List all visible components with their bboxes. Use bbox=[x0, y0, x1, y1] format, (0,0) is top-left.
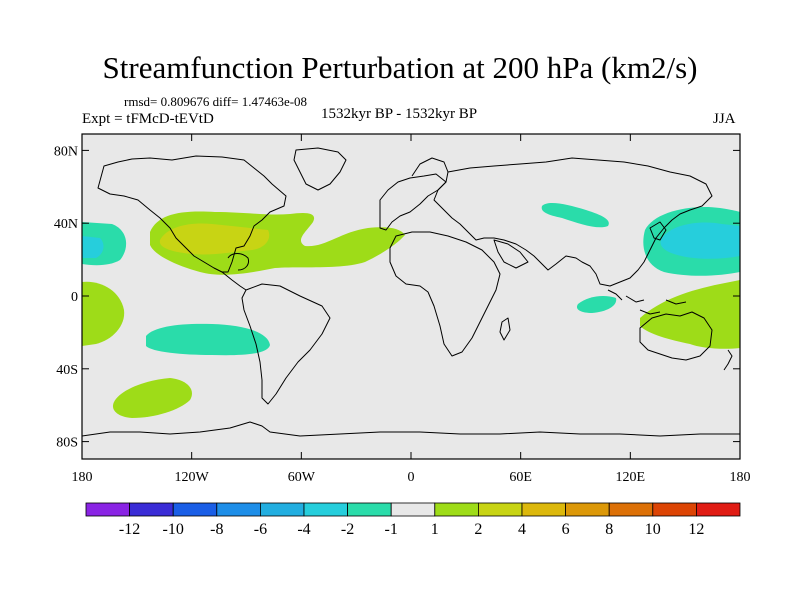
coastline-scandinavia bbox=[411, 157, 449, 177]
lat-tick-label: 40S bbox=[56, 363, 78, 378]
lon-tick-label: 60W bbox=[288, 470, 316, 485]
colorbar-label: -12 bbox=[119, 521, 140, 538]
experiment-label: Expt = tFMcD-tEVtD bbox=[82, 111, 214, 127]
colorbar-swatch bbox=[347, 502, 392, 517]
anomaly-fill-south-pacific-positive bbox=[112, 378, 192, 418]
anomaly-fill-australia-positive bbox=[640, 280, 740, 349]
coastline-africa bbox=[389, 231, 501, 357]
coastline-gulf-of-mexico bbox=[227, 253, 249, 271]
anomaly-fill-west-pacific-negative-core bbox=[660, 222, 740, 259]
lon-tick-label: 60E bbox=[509, 470, 532, 485]
colorbar-label: -6 bbox=[254, 521, 267, 538]
colorbar-swatch bbox=[129, 502, 174, 517]
colorbar-label: 12 bbox=[688, 521, 704, 538]
map-title: Streamfunction Perturbation at 200 hPa (… bbox=[102, 50, 698, 85]
colorbar-swatch bbox=[216, 502, 261, 517]
coastline-eurasia-north bbox=[433, 157, 713, 287]
colorbar-swatch bbox=[259, 502, 305, 517]
axis-ticks bbox=[81, 134, 741, 459]
lat-tick-label: 0 bbox=[71, 290, 78, 305]
colorbar-label: 8 bbox=[605, 521, 613, 538]
coastline-north-america bbox=[97, 155, 287, 273]
anomaly-fill-west-edge-tropical-positive bbox=[82, 281, 125, 346]
coastline-japan bbox=[649, 221, 667, 241]
lat-tick-label: 80S bbox=[56, 436, 78, 451]
colorbar-swatch bbox=[434, 502, 479, 517]
lon-tick-label: 180 bbox=[730, 470, 751, 485]
colorbar-label: -4 bbox=[297, 521, 310, 538]
colorbar-swatch bbox=[521, 502, 566, 517]
lon-tick-label: 180 bbox=[72, 470, 93, 485]
axis-labels: 80N 40N 0 40S 80S 180 120W 60W 0 60E 120E 180 bbox=[54, 144, 751, 485]
anomaly-fill-central-asia-negative bbox=[541, 203, 609, 228]
coastlines bbox=[82, 147, 740, 437]
colorbar-swatch bbox=[696, 502, 741, 517]
coastline-greenland bbox=[293, 147, 347, 191]
colorbar-swatch bbox=[608, 502, 654, 517]
colorbar-label: 2 bbox=[474, 521, 482, 538]
lat-tick-label: 80N bbox=[54, 144, 78, 159]
anomaly-fill-south-pacific-negative bbox=[146, 323, 270, 356]
lon-tick-label: 120E bbox=[616, 470, 646, 485]
colorbar-label: 10 bbox=[645, 521, 661, 538]
map-background bbox=[82, 134, 740, 459]
coastline-madagascar bbox=[499, 317, 511, 341]
colorbar-label: 4 bbox=[518, 521, 526, 538]
colorbar: -12 -10 -8 -6 -4 -2 -1 1 2 4 6 8 10 12 bbox=[85, 502, 741, 538]
colorbar-label: 6 bbox=[562, 521, 570, 538]
lon-tick-label: 0 bbox=[408, 470, 415, 485]
colorbar-label: 1 bbox=[431, 521, 439, 538]
coastline-south-america bbox=[241, 283, 331, 405]
coastline-arabia bbox=[493, 239, 529, 269]
coastline-antarctica bbox=[82, 421, 740, 437]
coastline-europe bbox=[379, 173, 447, 231]
coastline-australia bbox=[639, 311, 713, 361]
colorbar-swatch bbox=[652, 502, 697, 517]
colorbar-label: -8 bbox=[210, 521, 223, 538]
coastline-central-america bbox=[221, 271, 247, 291]
colorbar-label: -10 bbox=[163, 521, 184, 538]
colorbar-swatch bbox=[390, 502, 436, 517]
lon-tick-label: 120W bbox=[175, 470, 210, 485]
rmsd-diff-stats: rmsd= 0.809676 diff= 1.47463e-08 bbox=[124, 94, 308, 109]
colorbar-swatch bbox=[303, 502, 348, 517]
season-label: JJA bbox=[713, 111, 736, 127]
colorbar-label: -1 bbox=[385, 521, 398, 538]
period-label: 1532kyr BP - 1532kyr BP bbox=[321, 106, 478, 122]
colorbar-swatch bbox=[85, 502, 130, 517]
colorbar-swatch bbox=[172, 502, 218, 517]
coastline-new-zealand bbox=[723, 349, 733, 371]
colorbar-swatch bbox=[565, 502, 610, 517]
lat-tick-label: 40N bbox=[54, 217, 78, 232]
anomaly-fill-indian-ocean-negative bbox=[576, 296, 617, 313]
colorbar-swatch bbox=[477, 502, 523, 517]
anomaly-fill-west-edge-negative-core bbox=[82, 236, 104, 258]
colorbar-label: -2 bbox=[341, 521, 354, 538]
coastline-southeast-asia-islands bbox=[607, 289, 687, 315]
